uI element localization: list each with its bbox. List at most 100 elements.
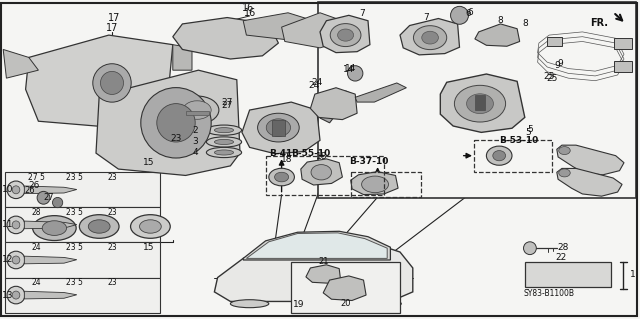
Polygon shape [243, 13, 314, 40]
Polygon shape [557, 168, 622, 196]
Ellipse shape [206, 147, 242, 158]
Bar [5, 278, 160, 313]
Bar [266, 156, 384, 195]
Text: 1: 1 [630, 271, 636, 279]
Polygon shape [320, 91, 352, 123]
Bar [291, 262, 400, 313]
Ellipse shape [206, 137, 242, 147]
Text: B-41: B-41 [269, 149, 292, 158]
Ellipse shape [413, 26, 447, 49]
Text: 23: 23 [170, 134, 182, 143]
Bar [351, 172, 421, 197]
Text: 7: 7 [423, 13, 428, 22]
Bar [547, 37, 562, 46]
Ellipse shape [493, 151, 506, 161]
Text: 27 5: 27 5 [28, 173, 45, 182]
Bar [186, 111, 209, 115]
Ellipse shape [7, 181, 25, 198]
Polygon shape [24, 221, 77, 229]
Text: 3: 3 [193, 137, 198, 146]
Text: 6: 6 [466, 9, 471, 18]
Circle shape [141, 88, 211, 158]
Ellipse shape [7, 216, 25, 234]
Ellipse shape [559, 146, 570, 155]
Text: 11: 11 [2, 220, 13, 229]
Polygon shape [246, 233, 387, 258]
Ellipse shape [257, 113, 300, 142]
Text: 24: 24 [31, 278, 41, 287]
Ellipse shape [33, 216, 76, 241]
Text: 23: 23 [107, 208, 117, 217]
Ellipse shape [7, 251, 25, 269]
Polygon shape [24, 256, 77, 264]
Text: 23: 23 [107, 278, 117, 287]
Ellipse shape [275, 172, 289, 182]
Text: 25: 25 [543, 72, 555, 81]
Circle shape [37, 191, 50, 204]
Text: 17: 17 [108, 12, 120, 23]
Ellipse shape [467, 94, 493, 114]
Ellipse shape [364, 300, 401, 308]
Text: 27: 27 [44, 193, 54, 202]
Text: SY83-B1100B: SY83-B1100B [524, 289, 575, 298]
Text: 9: 9 [554, 61, 559, 70]
Text: 12: 12 [2, 256, 13, 264]
Circle shape [524, 242, 536, 255]
Ellipse shape [214, 128, 234, 133]
Polygon shape [242, 102, 320, 154]
Polygon shape [24, 186, 77, 194]
Ellipse shape [12, 291, 20, 299]
Polygon shape [310, 88, 357, 120]
Ellipse shape [266, 119, 291, 137]
Bar [318, 2, 636, 198]
Text: 28: 28 [557, 243, 569, 252]
Text: B-55-10: B-55-10 [291, 149, 330, 158]
Text: 5: 5 [527, 125, 532, 134]
Circle shape [348, 66, 363, 81]
Circle shape [326, 278, 339, 290]
Ellipse shape [214, 139, 234, 145]
Ellipse shape [131, 215, 170, 238]
Text: 18: 18 [281, 155, 292, 164]
Text: 23 5: 23 5 [66, 208, 83, 217]
Bar [5, 242, 160, 278]
Text: 26: 26 [28, 181, 40, 189]
Ellipse shape [311, 165, 332, 180]
Text: 23: 23 [107, 173, 117, 182]
Circle shape [100, 71, 124, 94]
Circle shape [157, 104, 195, 142]
Text: 16: 16 [243, 8, 256, 18]
Polygon shape [301, 159, 342, 185]
Text: 23 5: 23 5 [66, 173, 83, 182]
Text: 24: 24 [308, 81, 319, 90]
Text: 16: 16 [242, 3, 255, 13]
Text: 8: 8 [498, 16, 503, 25]
Text: 4: 4 [193, 148, 198, 157]
Bar [614, 38, 632, 49]
Ellipse shape [175, 96, 219, 124]
Text: 14: 14 [343, 65, 355, 74]
Bar [475, 95, 485, 110]
Ellipse shape [422, 31, 438, 44]
Ellipse shape [214, 150, 234, 155]
Text: 26: 26 [24, 186, 35, 195]
Circle shape [93, 64, 131, 102]
Text: 13: 13 [2, 291, 13, 300]
Polygon shape [320, 15, 370, 53]
Polygon shape [173, 45, 192, 70]
Text: 28: 28 [31, 208, 41, 217]
Ellipse shape [330, 24, 361, 47]
Text: 5: 5 [525, 128, 531, 137]
Bar [614, 61, 632, 72]
Text: 7: 7 [359, 9, 364, 18]
Ellipse shape [7, 286, 25, 304]
Polygon shape [282, 13, 342, 48]
Bar [474, 140, 552, 172]
Polygon shape [3, 49, 38, 78]
Ellipse shape [486, 146, 512, 165]
Bar [272, 120, 285, 136]
Text: 17: 17 [106, 23, 118, 33]
Circle shape [451, 6, 468, 24]
Ellipse shape [269, 168, 294, 186]
Polygon shape [400, 19, 460, 55]
